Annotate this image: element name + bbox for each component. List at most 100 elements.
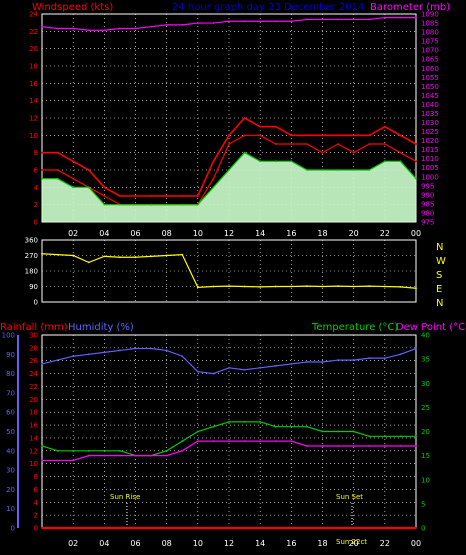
barometer-tick-label: 1055 bbox=[421, 74, 439, 82]
barometer-point bbox=[383, 16, 386, 19]
wind-tick-label: 4 bbox=[34, 184, 39, 192]
rainfall-tick-label: 24 bbox=[29, 370, 38, 378]
sunrise-marker: Sun Rise bbox=[110, 493, 140, 527]
wind-gust-point bbox=[274, 125, 277, 128]
temperature-point bbox=[383, 435, 386, 438]
windspeed-point bbox=[368, 143, 371, 145]
temperature-point bbox=[56, 449, 59, 452]
humidity-axis-label: Humidity (%) bbox=[68, 322, 134, 333]
barometer-point bbox=[306, 18, 308, 21]
humidity-point bbox=[383, 357, 386, 360]
x-tick-label: 00 bbox=[411, 229, 421, 238]
temperature-point bbox=[415, 435, 417, 438]
rainfall-point bbox=[368, 527, 371, 529]
rainfall-point bbox=[228, 527, 230, 529]
barometer-point bbox=[41, 25, 43, 28]
wind-average-point bbox=[181, 203, 184, 206]
direction-point bbox=[321, 285, 324, 288]
humidity-point bbox=[306, 361, 308, 363]
direction-tick-label: 270 bbox=[25, 252, 38, 260]
barometer-tick-label: 990 bbox=[421, 191, 434, 199]
wind-tick-label: 24 bbox=[29, 11, 38, 19]
wind-gust-point bbox=[87, 169, 90, 171]
direction-point bbox=[383, 285, 386, 288]
dewpoint-point bbox=[290, 440, 293, 443]
direction-point bbox=[306, 285, 308, 288]
temperature-point bbox=[228, 420, 230, 423]
humidity-tick-label: 30 bbox=[6, 467, 15, 475]
x-tick-label: 04 bbox=[99, 539, 109, 548]
direction-point bbox=[337, 285, 339, 288]
x-tick-label: 08 bbox=[162, 229, 172, 238]
windspeed-point bbox=[399, 151, 402, 154]
wind-average-point bbox=[415, 177, 417, 180]
wind-gust-point bbox=[259, 125, 262, 128]
direction-point bbox=[352, 285, 355, 288]
humidity-point bbox=[56, 359, 59, 361]
temperature-tick-label: 15 bbox=[421, 452, 430, 460]
humidity-point bbox=[352, 359, 355, 361]
barometer-tick-label: 1085 bbox=[421, 20, 439, 28]
wind-average-point bbox=[243, 151, 246, 154]
wind-gust-point bbox=[165, 195, 168, 197]
direction-tick-label: 0 bbox=[34, 299, 38, 307]
barometer-tick-label: 1035 bbox=[421, 110, 439, 118]
compass-label: W bbox=[436, 256, 446, 267]
barometer-point bbox=[87, 29, 90, 32]
windspeed-point bbox=[274, 143, 277, 145]
wind-average-point bbox=[228, 169, 230, 171]
humidity-tick-label: 60 bbox=[6, 409, 15, 417]
dewpoint-point bbox=[134, 454, 137, 457]
rainfall-tick-label: 18 bbox=[29, 409, 38, 417]
barometer-point bbox=[274, 20, 277, 23]
wind-average-point bbox=[72, 186, 75, 189]
barometer-point bbox=[181, 23, 184, 26]
rainfall-point bbox=[383, 527, 386, 529]
rainfall-point bbox=[150, 527, 152, 529]
wind-average-point bbox=[150, 203, 152, 206]
rainfall-tick-label: 30 bbox=[29, 332, 38, 340]
rainfall-point bbox=[352, 527, 355, 529]
humidity-tick-label: 80 bbox=[6, 370, 15, 378]
direction-point bbox=[274, 285, 277, 288]
x-tick-label: 14 bbox=[255, 229, 265, 238]
rainfall-point bbox=[103, 527, 106, 529]
temperature-point bbox=[352, 430, 355, 433]
humidity-point bbox=[243, 368, 246, 371]
dewpoint-point bbox=[243, 440, 246, 443]
temperature-point bbox=[337, 430, 339, 433]
wind-tick-label: 12 bbox=[29, 115, 38, 123]
humidity-point bbox=[228, 366, 230, 369]
barometer-tick-label: 995 bbox=[421, 182, 434, 190]
wind-gust-point bbox=[228, 134, 230, 137]
temperature-axis-label: Temperature (°C) bbox=[311, 322, 398, 333]
direction-point bbox=[181, 253, 184, 256]
temperature-point bbox=[368, 435, 371, 438]
barometer-tick-label: 1005 bbox=[421, 164, 439, 172]
rainfall-point bbox=[212, 527, 215, 529]
rainfall-tick-label: 2 bbox=[34, 512, 38, 520]
wind-average-point bbox=[134, 203, 137, 206]
wind-average-point bbox=[41, 177, 43, 180]
temperature-point bbox=[181, 440, 184, 443]
rainfall-tick-label: 8 bbox=[34, 473, 38, 481]
humidity-point bbox=[259, 366, 262, 369]
sunset-marker: Sun Set Sun 22ct bbox=[336, 493, 367, 546]
wind-average-point bbox=[290, 160, 293, 163]
rainfall-tick-label: 0 bbox=[34, 525, 38, 533]
temperature-point bbox=[165, 449, 168, 452]
direction-point bbox=[212, 285, 215, 288]
barometer-tick-label: 1075 bbox=[421, 38, 439, 46]
windspeed-point bbox=[321, 151, 324, 154]
wind-tick-label: 8 bbox=[34, 149, 38, 157]
direction-point bbox=[290, 285, 293, 288]
wind-series bbox=[41, 16, 417, 222]
windspeed-point bbox=[259, 134, 262, 137]
temperature-point bbox=[259, 420, 262, 423]
wind-tick-label: 0 bbox=[34, 219, 38, 227]
humidity-point bbox=[337, 359, 339, 361]
windspeed-point bbox=[306, 143, 308, 145]
humidity-point bbox=[399, 353, 402, 356]
humidity-tick-label: 20 bbox=[6, 486, 15, 494]
